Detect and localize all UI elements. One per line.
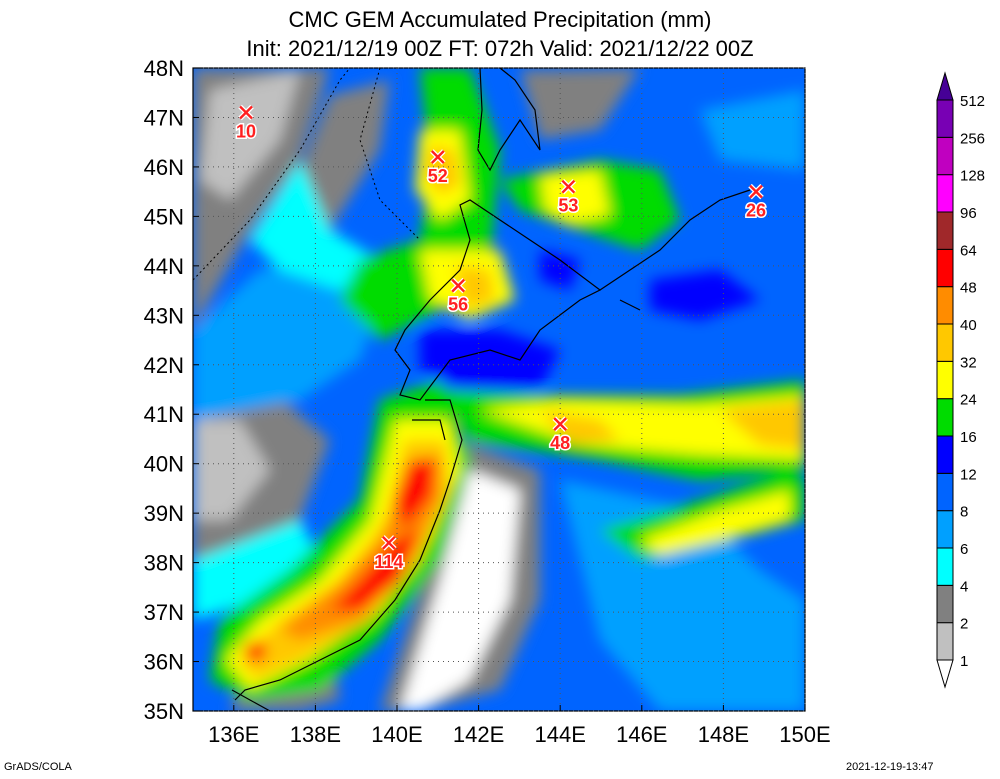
colorbar-label: 24	[960, 392, 977, 409]
colorbar-label: 4	[960, 578, 968, 595]
colorbar-label: 8	[960, 504, 968, 521]
marker-value-label: 10	[236, 122, 256, 142]
marker-x-icon	[451, 278, 466, 293]
colorbar-label: 40	[960, 317, 977, 334]
marker-x-icon	[430, 150, 445, 164]
x-tick-label: 136E	[208, 722, 259, 747]
colorbar-label: 48	[960, 280, 977, 297]
x-tick-label: 138E	[290, 722, 341, 747]
colorbar-label: 96	[960, 205, 977, 222]
colorbar-swatch	[936, 211, 954, 250]
y-tick-label: 42N	[144, 353, 184, 378]
colorbar-swatch	[936, 286, 954, 325]
colorbar-label: 12	[960, 466, 977, 483]
x-tick-label: 144E	[535, 722, 586, 747]
marker-value-label: 56	[448, 295, 468, 315]
station-markers: 10 52 53 26 56 48 114	[235, 104, 768, 573]
y-tick-label: 43N	[144, 303, 184, 328]
precip-marker: 56	[447, 277, 470, 316]
x-tick-label: 146E	[616, 722, 667, 747]
y-tick-label: 47N	[144, 105, 184, 130]
colorbar-label: 16	[960, 429, 977, 446]
marker-value-label: 52	[428, 166, 448, 186]
x-axis: 136E 138E 140E 142E 144E 146E 148E 150E	[208, 705, 831, 747]
footer-right: 2021-12-19-13:47	[846, 761, 934, 773]
colorbar-swatch	[936, 510, 954, 549]
y-tick-label: 45N	[144, 204, 184, 229]
colorbar-swatch	[936, 472, 954, 512]
chart-title: CMC GEM Accumulated Precipitation (mm)	[288, 7, 712, 32]
colorbar-label: 6	[960, 541, 968, 558]
x-tick-label: 150E	[779, 722, 830, 747]
colorbar-swatch	[936, 622, 954, 661]
colorbar-swatch	[936, 435, 954, 474]
colorbar-swatch	[936, 547, 954, 586]
y-tick-label: 38N	[144, 551, 184, 576]
chart-subtitle: Init: 2021/12/19 00Z FT: 072h Valid: 202…	[246, 36, 754, 61]
precip-marker: 10	[235, 104, 258, 143]
colorbar-label: 256	[960, 130, 985, 147]
y-tick-label: 36N	[144, 650, 184, 675]
colorbar-label: 32	[960, 354, 977, 371]
marker-x-icon	[381, 535, 396, 550]
colorbar-swatch	[936, 398, 954, 437]
marker-x-icon	[749, 184, 763, 199]
colorbar-low-triangle	[936, 659, 954, 689]
colorbar-high-triangle	[936, 71, 954, 101]
marker-value-label: 26	[746, 201, 766, 221]
y-tick-label: 35N	[144, 699, 184, 724]
marker-x-icon	[561, 179, 576, 194]
colorbar-swatch	[936, 360, 954, 400]
precip-marker: 114	[373, 535, 405, 573]
precip-marker: 26	[745, 183, 768, 222]
colorbar-label: 2	[960, 616, 968, 633]
colorbar-swatch	[936, 323, 954, 362]
y-axis: 35N 36N 37N 38N 39N 40N 41N 42N 43N 44N 45N 46N 47N 4…	[144, 56, 199, 724]
footer-left: GrADS/COLA	[4, 761, 72, 773]
y-tick-label: 37N	[144, 600, 184, 625]
x-tick-label: 140E	[371, 722, 422, 747]
marker-x-icon	[553, 417, 568, 431]
colorbar-swatch	[936, 136, 954, 176]
marker-value-label: 48	[550, 433, 570, 453]
x-tick-label: 142E	[453, 722, 504, 747]
colorbar-label: 1	[960, 653, 968, 670]
y-tick-label: 41N	[144, 402, 184, 427]
precip-marker: 52	[426, 149, 449, 188]
y-tick-label: 48N	[144, 56, 184, 81]
y-tick-label: 46N	[144, 155, 184, 180]
grid-lines	[193, 67, 806, 712]
colorbar-label: 128	[960, 168, 985, 185]
colorbar-label: 64	[960, 242, 977, 259]
y-tick-label: 40N	[144, 452, 184, 477]
y-tick-label: 39N	[144, 501, 184, 526]
x-tick-label: 148E	[698, 722, 749, 747]
marker-value-label: 114	[374, 552, 403, 572]
y-tick-label: 44N	[144, 254, 184, 279]
precip-marker: 53	[557, 178, 580, 217]
colorbar-swatch	[936, 99, 954, 138]
precipitation-field	[193, 68, 805, 711]
colorbar-swatch	[936, 248, 954, 288]
marker-value-label: 53	[558, 196, 578, 216]
colorbar-swatch	[936, 174, 954, 213]
marker-x-icon	[239, 105, 253, 120]
precip-marker: 48	[549, 416, 572, 455]
colorbar-swatch	[936, 584, 954, 624]
colorbar-label: 512	[960, 93, 985, 110]
